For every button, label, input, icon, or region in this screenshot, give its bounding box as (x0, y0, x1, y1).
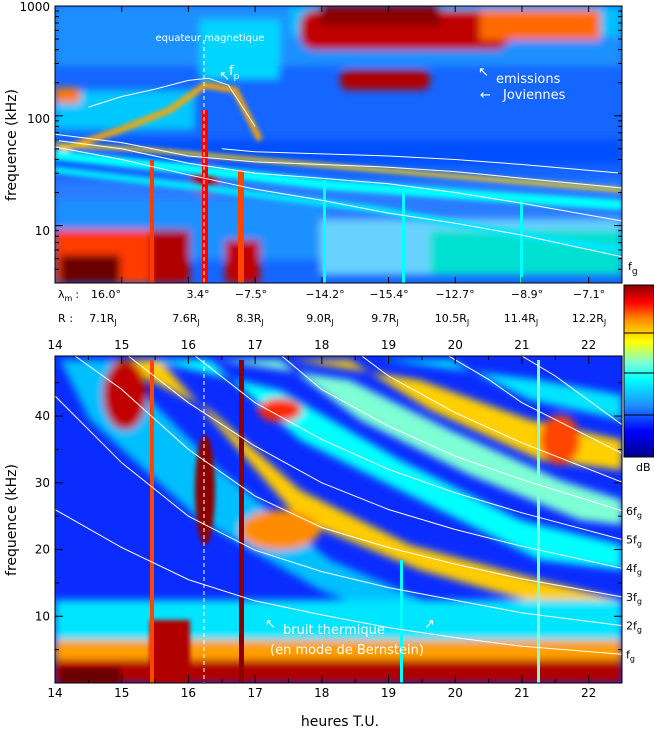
bottom-panel: 14 15 16 17 18 19 20 21 22 10 20 30 40 frequence (k… (4, 355, 642, 730)
top-y-axis-label: frequence (kHz) (4, 89, 20, 201)
bottom-xtick-label: 18 (314, 686, 329, 700)
bottom-panel-frame (54, 355, 623, 684)
latitude-value: −8.9° (511, 288, 543, 301)
latitude-value: 16.0° (91, 288, 121, 301)
bottom-harmonic-curve-5 (194, 356, 622, 540)
bottom-harmonic-curve-8 (448, 356, 622, 454)
top-harmonic-curves (55, 133, 622, 258)
top-hour-label: 22 (581, 338, 596, 352)
bottom-xtick-label: 17 (247, 686, 262, 700)
top-hour-label: 16 (181, 338, 196, 352)
bottom-harmonic-curve-3 (74, 356, 622, 598)
radius-value: 12.2RJ (572, 312, 607, 327)
top-harmonic-curve-4 (221, 148, 622, 174)
radius-value: 7.6RJ (172, 312, 200, 327)
top-hour-label: 14 (47, 338, 62, 352)
top-panel: 1000 100 10 frequence (kHz) equateur mag… (4, 0, 623, 284)
equator-label: equateur magnetique (156, 33, 265, 44)
latitude-value: −15.4° (369, 288, 408, 301)
bottom-xtick-label: 20 (448, 686, 463, 700)
bottom-ytick-label: 20 (35, 543, 50, 557)
thermal-label-2: (en mode de Bernstein) (270, 643, 424, 658)
bottom-xtick-label: 22 (581, 686, 596, 700)
bottom-ytick-label: 40 (35, 409, 50, 423)
top-harmonic-curve-2 (55, 139, 622, 222)
bottom-xtick-label: 15 (114, 686, 129, 700)
bottom-harmonic-curves (55, 356, 622, 655)
top-ytick-100: 100 (27, 112, 50, 126)
bottom-xtick-label: 16 (181, 686, 196, 700)
thermal-arrow-1: ↖ (265, 617, 276, 632)
top-hour-label: 20 (448, 338, 463, 352)
latitude-label: λm: (58, 288, 79, 303)
colorbar-top-label: fg (628, 260, 638, 277)
top-ytick-1000: 1000 (19, 0, 50, 14)
radius-value: 8.3RJ (236, 312, 264, 327)
harmonic-label: 4fg (626, 562, 642, 577)
latitude-value: −7.5° (235, 288, 267, 301)
fp-arrow: ↖ (219, 69, 230, 84)
bottom-harmonic-curve-6 (281, 356, 622, 512)
thermal-arrow-2: ↗ (424, 617, 435, 632)
latitude-value: 3.4° (187, 288, 210, 301)
bottom-y-axis-label: frequence (kHz) (4, 464, 20, 576)
bottom-xtick-label: 19 (381, 686, 396, 700)
top-hour-label: 21 (514, 338, 529, 352)
jovian-arrow-2: ← (480, 88, 491, 103)
radius-value: 10.5RJ (435, 312, 470, 327)
harmonic-label: 5fg (626, 534, 642, 549)
bottom-harmonic-curve-2 (55, 395, 622, 627)
radius-value: 9.7RJ (371, 312, 399, 327)
top-hour-label: 18 (314, 338, 329, 352)
top-hour-label: 15 (114, 338, 129, 352)
jovian-label-2: Joviennes (502, 88, 566, 103)
top-hour-label: 17 (247, 338, 262, 352)
bottom-harmonic-curve-1 (55, 509, 622, 655)
bottom-spectrogram-texture (55, 360, 622, 683)
bottom-xtick-label: 21 (514, 686, 529, 700)
bottom-ytick-label: 30 (35, 476, 50, 490)
colorbar-unit-label: dB (636, 461, 651, 474)
bottom-ytick-label: 10 (35, 609, 50, 623)
top-hour-label: 19 (381, 338, 396, 352)
top-harmonic-curve-3 (55, 133, 622, 189)
harmonic-label: 3fg (626, 591, 642, 606)
radius-value: 9.0RJ (306, 312, 334, 327)
bottom-harmonic-curve-7 (361, 356, 622, 483)
colorbar: fg dB (623, 260, 654, 474)
fp-label: fp (229, 64, 240, 82)
top-spectrogram-texture (55, 6, 622, 283)
bottom-x-axis-label: heures T.U. (301, 714, 379, 730)
colorbar-gradient (623, 284, 654, 458)
bottom-xtick-label: 14 (47, 686, 62, 700)
top-ytick-10: 10 (35, 224, 50, 238)
thermal-label-1: bruit thermique (283, 623, 385, 638)
radius-label: R: (58, 312, 73, 325)
bottom-axis-ticks (54, 356, 622, 683)
top-harmonic-curve-1 (55, 146, 622, 258)
harmonic-label: fg (626, 648, 635, 663)
radius-value: 11.4RJ (504, 312, 539, 327)
bottom-harmonic-curve-4 (128, 356, 622, 569)
latitude-value: −12.7° (435, 288, 474, 301)
orbit-info: λm: 16.0° 3.4° −7.5° −14.2° −15.4° −12.7° −8.9… (47, 288, 606, 352)
latitude-value: −14.2° (305, 288, 344, 301)
top-panel-frame (54, 5, 623, 284)
radius-value: 7.1RJ (89, 312, 117, 327)
latitude-value: −7.1° (573, 288, 605, 301)
top-axis-ticks (54, 5, 622, 283)
harmonic-label: 6fg (626, 505, 642, 520)
bottom-harmonic-curve-9 (521, 356, 622, 426)
harmonic-label: 2fg (626, 620, 642, 635)
jovian-label-1: emissions (496, 72, 561, 87)
jovian-arrow-1: ↖ (478, 65, 489, 80)
top-plasma-frequency-curve (88, 77, 256, 127)
